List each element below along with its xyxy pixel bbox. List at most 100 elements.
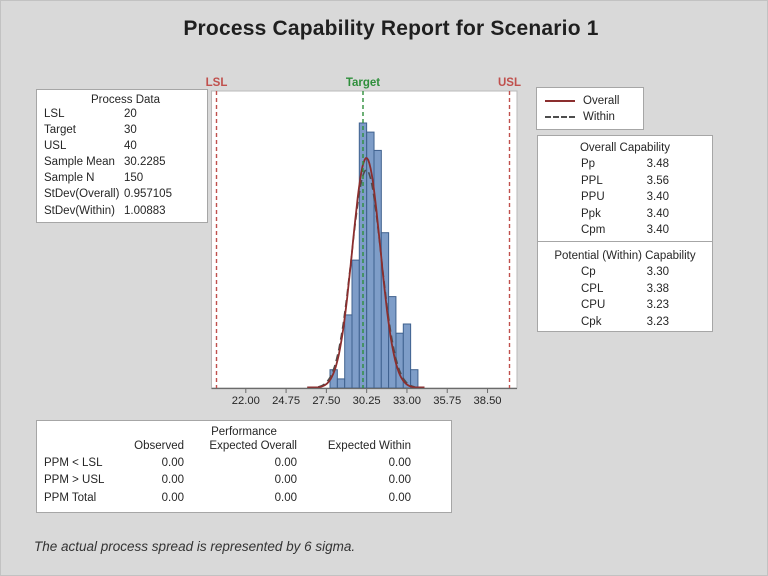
legend-item-label: Overall xyxy=(583,95,620,107)
overall-capability-section: Overall Capability Pp 3.48 PPL 3.56 PPU 3.40 P… xyxy=(538,136,712,239)
x-tick-label: 33.00 xyxy=(393,395,421,407)
x-tick-label: 38.50 xyxy=(474,395,502,407)
capability-stat-value: 3.30 xyxy=(646,265,669,278)
histogram-bar xyxy=(344,314,353,389)
performance-cell: 0.00 xyxy=(388,491,411,504)
performance-cell: 0.00 xyxy=(274,457,297,470)
capability-stat-label: Ppk xyxy=(581,207,601,220)
capability-row: CPU 3.23 xyxy=(538,297,712,314)
process-data-panel: Process Data LSL 20 Target 30 USL 40 Sample Me… xyxy=(36,89,208,223)
capability-stat-value: 3.56 xyxy=(646,174,669,187)
performance-cell: 0.00 xyxy=(161,457,184,470)
capability-stat-label: CPL xyxy=(581,282,604,295)
process-data-label: StDev(Overall) xyxy=(44,188,120,201)
legend-item-within: Within xyxy=(545,109,635,125)
process-data-title: Process Data xyxy=(90,94,161,106)
process-data-label: Sample N xyxy=(44,172,95,185)
capability-stat-label: CPU xyxy=(581,299,606,312)
process-data-row: Sample Mean 30.2285 xyxy=(44,154,207,170)
capability-stat-value: 3.38 xyxy=(646,282,669,295)
performance-column-header: Expected Overall xyxy=(209,440,297,452)
process-data-value: 40 xyxy=(124,140,137,153)
capability-stat-label: PPL xyxy=(581,174,603,187)
performance-column-header: Observed xyxy=(134,440,184,452)
capability-row: CPL 3.38 xyxy=(538,281,712,298)
process-data-row: USL 40 xyxy=(44,138,207,154)
legend-line-sample xyxy=(545,100,575,102)
capability-histogram: 22.00 24.75 27.50 30.25 33.00 35.75 38.50 LSL Ta… xyxy=(206,77,521,407)
legend-item-overall: Overall xyxy=(545,93,635,109)
process-data-value: 1.00883 xyxy=(124,204,166,217)
spec-label-target: Target xyxy=(346,77,380,89)
capability-stat-label: Cpk xyxy=(581,315,602,328)
performance-title: Performance xyxy=(211,426,277,438)
capability-stat-value: 3.40 xyxy=(646,207,669,220)
performance-cell: 0.00 xyxy=(274,491,297,504)
x-tick-label: 27.50 xyxy=(312,395,340,407)
curve-within xyxy=(307,169,425,389)
within-capability-section: Potential (Within) Capability Cp 3.30 CPL 3… xyxy=(538,240,712,331)
x-tick-label: 22.00 xyxy=(232,395,260,407)
process-data-value: 30 xyxy=(124,124,137,137)
curve-overall xyxy=(307,157,425,389)
legend-line-sample xyxy=(545,116,575,118)
page-title: Process Capability Report for Scenario 1 xyxy=(1,17,767,41)
performance-panel: Performance Observed Expected Overall Expe… xyxy=(36,420,452,513)
process-data-label: USL xyxy=(44,140,67,153)
spec-label-lsl: LSL xyxy=(206,77,228,89)
performance-row-label: PPM > USL xyxy=(44,474,105,487)
process-data-value: 20 xyxy=(124,108,137,120)
capability-row: Ppk 3.40 xyxy=(538,206,712,223)
histogram-bar xyxy=(373,149,382,389)
process-data-row: LSL 20 xyxy=(44,106,207,122)
performance-cell: 0.00 xyxy=(274,474,297,487)
performance-column-header: Expected Within xyxy=(327,440,411,452)
title-prefix: Process Capability Report for xyxy=(183,17,491,40)
capability-stat-value: 3.23 xyxy=(646,299,669,312)
process-data-label: StDev(Within) xyxy=(44,204,115,217)
capability-stat-value: 3.40 xyxy=(646,224,669,237)
performance-row-label: PPM Total xyxy=(44,491,97,504)
plot-legend: Overall Within xyxy=(536,87,644,130)
histogram-bar xyxy=(402,323,412,389)
footnote: The actual process spread is represented… xyxy=(34,539,356,554)
histogram-bar xyxy=(336,378,346,389)
capability-stat-value: 3.23 xyxy=(646,315,669,328)
capability-stat-label: Pp xyxy=(581,158,596,170)
capability-stat-value: 3.40 xyxy=(646,191,669,204)
capability-row: Cp 3.30 xyxy=(538,264,712,281)
capability-row: Cpm 3.40 xyxy=(538,222,712,239)
within-capability-title: Potential (Within) Capability xyxy=(554,249,696,262)
spec-label-usl: USL xyxy=(498,77,521,89)
overall-capability-title: Overall Capability xyxy=(579,142,671,154)
performance-row-label: PPM < LSL xyxy=(44,457,103,470)
process-data-row: StDev(Within) 1.00883 xyxy=(44,203,207,219)
performance-cell: 0.00 xyxy=(388,474,411,487)
process-data-label: LSL xyxy=(44,108,65,120)
capability-row: Cpk 3.23 xyxy=(538,314,712,331)
histogram-bar xyxy=(351,259,360,389)
process-data-label: Target xyxy=(44,124,76,137)
process-data-row: Target 30 xyxy=(44,122,207,138)
process-data-row: Sample N 150 xyxy=(44,170,207,186)
capability-row: Pp 3.48 xyxy=(538,156,712,173)
capability-stat-label: PPU xyxy=(581,191,605,204)
process-data-label: Sample Mean xyxy=(44,156,115,169)
capability-stat-value: 3.48 xyxy=(646,158,669,170)
process-data-value: 30.2285 xyxy=(124,156,166,169)
capability-row: PPL 3.56 xyxy=(538,173,712,190)
legend-item-label: Within xyxy=(583,111,615,123)
capability-stat-label: Cp xyxy=(581,265,596,278)
capability-row: PPU 3.40 xyxy=(538,189,712,206)
x-tick-label: 24.75 xyxy=(272,395,300,407)
capability-panel: Overall Capability Pp 3.48 PPL 3.56 PPU 3.40 P… xyxy=(537,135,713,332)
performance-cell: 0.00 xyxy=(388,457,411,470)
performance-cell: 0.00 xyxy=(161,474,184,487)
process-data-value: 0.957105 xyxy=(124,188,172,201)
capability-stat-label: Cpm xyxy=(581,224,606,237)
x-tick-label: 35.75 xyxy=(433,395,461,407)
performance-cell: 0.00 xyxy=(161,491,184,504)
performance-corner-cell xyxy=(44,438,129,455)
process-data-value: 150 xyxy=(124,172,144,185)
